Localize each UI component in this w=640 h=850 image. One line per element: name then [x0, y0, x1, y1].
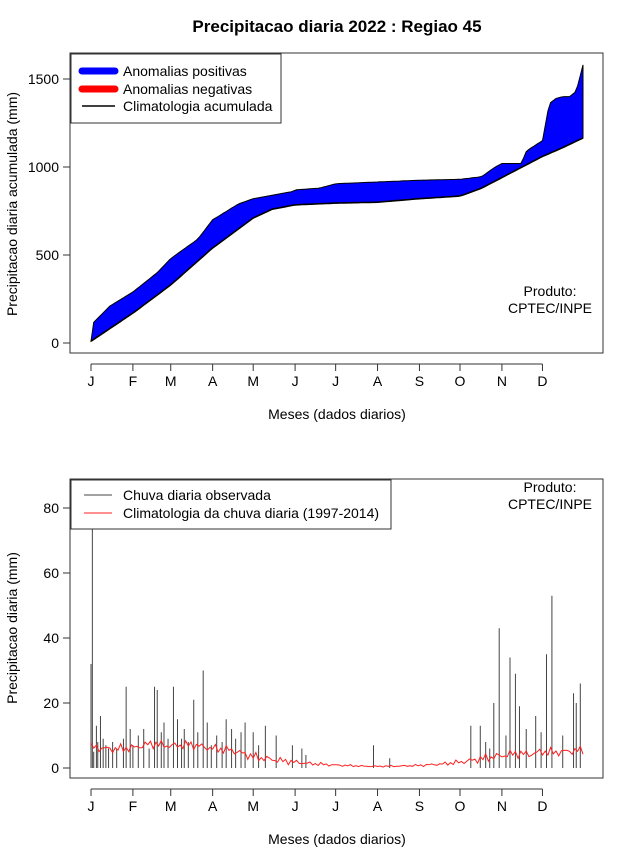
bottom-y-axis-label: Precipitacao diaria (mm): [4, 552, 20, 704]
top-y-axis: 0 500 1000 1500: [28, 71, 71, 351]
bottom-y-tick-label: 20: [43, 695, 59, 711]
top-x-axis-label: Meses (dados diarios): [268, 406, 406, 422]
top-y-tick-label: 0: [51, 335, 59, 351]
bottom-x-tick-label: N: [497, 798, 507, 814]
bottom-legend-box: [70, 479, 392, 530]
top-x-tick-label: A: [373, 373, 383, 389]
top-x-tick-label: M: [247, 373, 259, 389]
bottom-x-tick-label: J: [332, 798, 339, 814]
top-x-tick-label: J: [88, 373, 95, 389]
top-product-source: CPTEC/INPE: [508, 300, 592, 316]
bottom-product-source: CPTEC/INPE: [508, 496, 592, 512]
top-x-tick-label: J: [332, 373, 339, 389]
bottom-y-axis: 0 20 40 60 80: [43, 500, 71, 776]
top-x-tick-label: J: [292, 373, 299, 389]
bottom-legend: Chuva diaria observada Climatologia da c…: [70, 479, 392, 530]
bottom-x-tick-label: M: [165, 798, 177, 814]
top-x-tick-label: F: [129, 373, 138, 389]
legend-climatology-label: Climatologia acumulada: [123, 98, 273, 114]
daily-observed-bars: [90, 508, 581, 768]
bottom-x-tick-label: O: [455, 798, 466, 814]
cumulative-precipitation-chart: Precipitacao diaria 2022 : Regiao 45 0 50…: [4, 17, 604, 422]
bottom-x-tick-label: A: [208, 798, 218, 814]
bottom-y-tick-label: 0: [51, 760, 59, 776]
top-y-tick-label: 500: [36, 247, 60, 263]
top-x-tick-label: O: [455, 373, 466, 389]
bottom-x-tick-label: D: [537, 798, 547, 814]
top-x-tick-label: S: [415, 373, 424, 389]
bottom-x-axis-label: Meses (dados diarios): [268, 831, 406, 847]
top-x-tick-label: M: [165, 373, 177, 389]
bottom-product-label: Produto:: [524, 479, 577, 495]
bottom-y-tick-label: 60: [43, 565, 59, 581]
bottom-x-tick-label: F: [129, 798, 138, 814]
top-y-tick-label: 1000: [28, 159, 59, 175]
top-x-tick-label: N: [497, 373, 507, 389]
top-legend: Anomalias positivas Anomalias negativas …: [70, 53, 282, 124]
bottom-x-tick-label: M: [247, 798, 259, 814]
bottom-x-tick-label: A: [373, 798, 383, 814]
top-x-tick-label: A: [208, 373, 218, 389]
climatology-cumulative-line: [90, 137, 584, 342]
legend-observed-label: Chuva diaria observada: [123, 487, 271, 503]
positive-anomaly-area: [90, 64, 584, 343]
bottom-x-tick-label: J: [88, 798, 95, 814]
chart-title: Precipitacao diaria 2022 : Regiao 45: [192, 17, 481, 36]
bottom-y-tick-label: 80: [43, 500, 59, 516]
bottom-y-tick-label: 40: [43, 630, 59, 646]
daily-precipitation-chart: 0 20 40 60 80 J F M A M J J A S O N D Meses (dados diar…: [4, 478, 604, 847]
daily-climatology-line: [90, 739, 584, 768]
legend-negative-label: Anomalias negativas: [123, 81, 252, 97]
legend-climatology-daily-label: Climatologia da chuva diaria (1997-2014): [123, 505, 379, 521]
bottom-x-tick-label: S: [415, 798, 424, 814]
legend-positive-label: Anomalias positivas: [123, 63, 247, 79]
top-y-tick-label: 1500: [28, 71, 59, 87]
bottom-x-tick-label: J: [292, 798, 299, 814]
top-y-axis-label: Precipitacao diaria acumulada (mm): [4, 92, 20, 316]
climatology-daily-line: [90, 739, 584, 768]
top-x-tick-label: D: [537, 373, 547, 389]
top-product-label: Produto:: [524, 283, 577, 299]
